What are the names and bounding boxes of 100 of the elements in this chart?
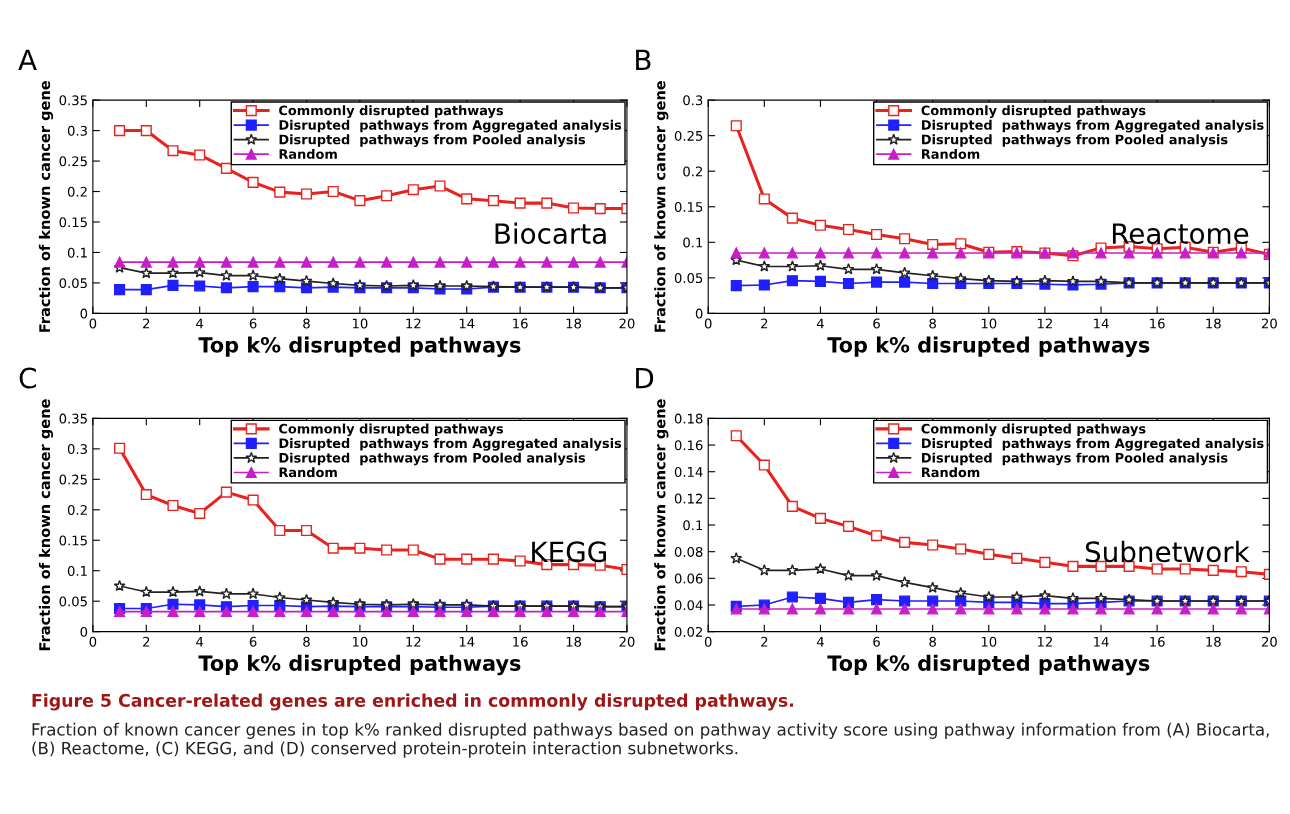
x-tick-label: 20 [619,636,635,647]
y-tick-label: 0.3 [67,444,87,455]
x-tick-label: 10 [981,636,997,647]
legend-label: Disrupted pathways from Pooled analysis [922,134,1228,147]
x-tick-label: 16 [1150,636,1165,647]
x-tick-label: 8 [303,636,310,647]
x-tick-label: 14 [459,318,475,329]
x-tick-label: 20 [1261,318,1277,329]
x-tick-label: 2 [143,636,150,647]
y-tick-label: 0.18 [674,413,703,424]
x-tick-label: 18 [1206,318,1221,329]
x-tick-label: 18 [566,318,582,329]
x-tick-label: 2 [761,636,768,647]
legend-label: Random [279,467,337,478]
y-tick-label: 0.05 [674,273,703,284]
x-tick-label: 6 [249,318,257,329]
x-tick-label: 4 [816,636,824,647]
x-axis-title: Top k% disrupted pathways [198,654,521,676]
x-tick-label: 12 [406,318,421,329]
x-tick-label: 0 [89,636,97,647]
annotation: Biocarta [495,222,606,245]
y-tick-label: 0.25 [674,130,703,141]
x-tick-label: 0 [89,318,97,329]
legend-label: Disrupted pathways from Aggregated analysis [279,438,622,451]
y-tick-label: 0.14 [674,466,703,477]
x-tick-label: 4 [196,636,204,647]
y-tick-label: 0.04 [674,600,703,611]
y-tick-label: 0.08 [674,546,703,557]
x-tick-label: 12 [1037,318,1052,329]
y-tick-label: 0.2 [67,186,87,197]
legend-label: Commonly disrupted pathways [921,105,1146,118]
x-tick-label: 18 [566,636,582,647]
y-axis-title: Fraction of known cancer gene [654,81,669,332]
y-tick-label: 0 [80,308,88,319]
y-tick-label: 0.05 [59,596,87,607]
legend-label: Random [922,148,980,159]
x-tick-label: 16 [513,636,528,647]
y-axis-title: Fraction of known cancer gene [38,399,54,651]
legend-label: Disrupted pathways from Aggregated analysis [279,119,622,133]
y-tick-label: 0.1 [67,247,87,258]
annotation: Subnetwork [1085,540,1250,563]
x-tick-label: 8 [303,318,310,329]
x-tick-label: 16 [513,318,528,329]
x-tick-label: 20 [619,318,635,329]
x-tick-label: 18 [1206,636,1221,647]
y-tick-label: 0.25 [59,156,87,167]
x-tick-label: 10 [352,636,368,647]
x-tick-label: 0 [704,318,712,329]
y-tick-label: 0.2 [67,505,87,515]
y-tick-label: 0.3 [683,95,703,106]
legend-label: Commonly disrupted pathways [279,423,504,437]
y-tick-label: 0.2 [683,166,703,177]
y-tick-label: 0 [695,308,703,319]
annotation: KEGG [532,541,606,563]
y-tick-label: 0.35 [59,95,87,106]
y-axis-title: Fraction of known cancer gene [654,399,669,651]
legend-label: Commonly disrupted pathways [279,105,504,118]
x-tick-label: 6 [873,318,880,329]
x-tick-label: 12 [406,636,421,647]
x-tick-label: 12 [1037,636,1052,647]
x-tick-label: 14 [1094,318,1109,329]
y-tick-label: 0.02 [674,626,703,637]
caption: Figure 5 Cancer-related genes are enriched in commonly disrupted pathways. [32,693,794,711]
text: C [19,367,36,389]
y-tick-label: 0.1 [67,565,87,576]
x-tick-label: 8 [929,636,936,647]
y-axis-title: Fraction of known cancer gene [38,81,54,332]
y-tick-label: 0.3 [67,125,87,136]
x-tick-label: 6 [873,636,880,647]
text: B [636,49,651,70]
legend-label: Disrupted pathways from Aggregated analysis [922,438,1264,451]
y-tick-label: 0.06 [674,573,703,584]
x-tick-label: 4 [816,318,824,329]
y-tick-label: 0.1 [683,237,703,248]
x-tick-label: 10 [352,318,368,329]
legend-label: Disrupted pathways from Pooled analysis [922,452,1228,466]
legend-label: Disrupted pathways from Pooled analysis [279,452,586,466]
x-tick-label: 10 [981,318,997,329]
x-tick-label: 14 [1094,636,1109,647]
y-tick-label: 0.16 [674,440,703,451]
y-tick-label: 0.1 [683,520,703,531]
x-tick-label: 20 [1261,636,1277,647]
legend-label: Disrupted pathways from Aggregated analysis [922,119,1264,133]
legend-label: Random [279,148,337,159]
x-tick-label: 0 [704,636,712,647]
y-tick-label: 0.15 [59,535,87,546]
x-tick-label: 2 [761,318,768,329]
x-tick-label: 6 [249,636,257,647]
y-tick-label: 0.35 [59,413,87,424]
y-tick-label: 0.15 [59,217,87,228]
annotation: Reactome [1112,223,1249,245]
legend-label: Random [922,467,980,478]
y-tick-label: 0.05 [59,278,87,289]
y-tick-label: 0.25 [59,474,87,485]
legend-label: Disrupted pathways from Pooled analysis [279,134,586,147]
x-tick-label: 2 [143,318,150,329]
x-axis-title: Top k% disrupted pathways [198,336,521,357]
y-tick-label: 0 [80,626,88,637]
x-axis-title: Top k% disrupted pathways [827,336,1150,357]
y-tick-label: 0.12 [674,493,703,504]
